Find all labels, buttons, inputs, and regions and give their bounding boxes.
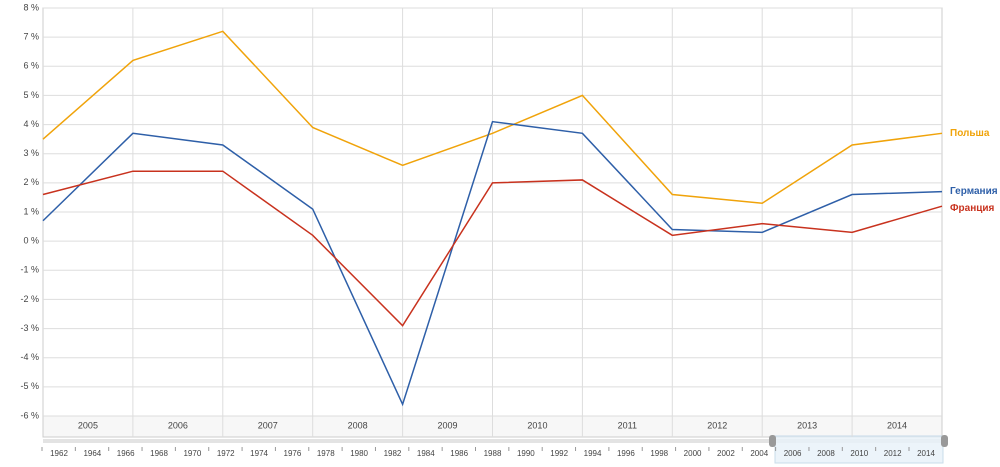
y-tick-label: -1 % bbox=[20, 265, 39, 275]
period-label: 2014 bbox=[887, 420, 907, 430]
timeline-label: 1978 bbox=[317, 449, 335, 458]
timeline-label: 1986 bbox=[450, 449, 468, 458]
y-tick-label: 6 % bbox=[23, 61, 39, 71]
period-label: 2005 bbox=[78, 420, 98, 430]
y-tick-label: -3 % bbox=[20, 323, 39, 333]
period-label: 2008 bbox=[348, 420, 368, 430]
timeline-label: 1992 bbox=[550, 449, 568, 458]
series-line bbox=[42, 120, 943, 407]
period-label: 2011 bbox=[618, 420, 637, 430]
timeline-label: 1996 bbox=[617, 449, 635, 458]
timeline-label: 1980 bbox=[350, 449, 368, 458]
y-tick-label: 0 % bbox=[23, 236, 39, 246]
timeline-label: 1976 bbox=[284, 449, 302, 458]
timeline-label: 1994 bbox=[584, 449, 602, 458]
y-tick-label: 8 % bbox=[23, 2, 39, 12]
timeline-label: 1962 bbox=[50, 449, 68, 458]
legend-label: Польша bbox=[950, 128, 990, 139]
period-label: 2012 bbox=[707, 420, 727, 430]
timeline-label: 2010 bbox=[850, 449, 868, 458]
y-tick-label: -4 % bbox=[20, 352, 39, 362]
timeline-selection[interactable] bbox=[774, 435, 944, 464]
legend-label: Германия bbox=[950, 186, 998, 197]
y-tick-label: -2 % bbox=[20, 294, 39, 304]
timeline-label: 1984 bbox=[417, 449, 435, 458]
period-label: 2006 bbox=[168, 420, 188, 430]
timeline-label: 1972 bbox=[217, 449, 235, 458]
period-label: 2007 bbox=[258, 420, 278, 430]
y-tick-label: -5 % bbox=[20, 381, 39, 391]
timeline-track bbox=[43, 439, 945, 443]
y-tick-label: 2 % bbox=[23, 177, 39, 187]
y-tick-label: 1 % bbox=[23, 206, 39, 216]
y-tick-label: -6 % bbox=[20, 410, 39, 420]
timeline-label: 2000 bbox=[684, 449, 702, 458]
timeline-label: 2012 bbox=[884, 449, 902, 458]
timeline-label: 1964 bbox=[83, 449, 101, 458]
timeline-label: 1990 bbox=[517, 449, 535, 458]
y-tick-label: 5 % bbox=[23, 90, 39, 100]
legend-label: Франция bbox=[950, 203, 995, 214]
timeline-label: 2004 bbox=[750, 449, 768, 458]
y-tick-label: 7 % bbox=[23, 32, 39, 42]
timeline-handle[interactable] bbox=[769, 435, 776, 447]
timeline-label: 1968 bbox=[150, 449, 168, 458]
y-tick-label: 3 % bbox=[23, 148, 39, 158]
timeline-label: 1974 bbox=[250, 449, 268, 458]
period-label: 2010 bbox=[527, 420, 547, 430]
timeline-label: 1988 bbox=[484, 449, 502, 458]
timeline-label: 2008 bbox=[817, 449, 835, 458]
timeline-label: 1998 bbox=[650, 449, 668, 458]
timeline-label: 1970 bbox=[183, 449, 201, 458]
timeline-label: 2002 bbox=[717, 449, 735, 458]
timeline-label: 2006 bbox=[784, 449, 802, 458]
period-label: 2013 bbox=[797, 420, 817, 430]
series-line bbox=[42, 170, 943, 327]
y-tick-label: 4 % bbox=[23, 119, 39, 129]
series-line bbox=[42, 30, 943, 205]
timeline-label: 1982 bbox=[384, 449, 402, 458]
timeline-handle[interactable] bbox=[941, 435, 948, 447]
timeline-label: 2014 bbox=[917, 449, 935, 458]
timeline-label: 1966 bbox=[117, 449, 135, 458]
period-label: 2009 bbox=[438, 420, 458, 430]
